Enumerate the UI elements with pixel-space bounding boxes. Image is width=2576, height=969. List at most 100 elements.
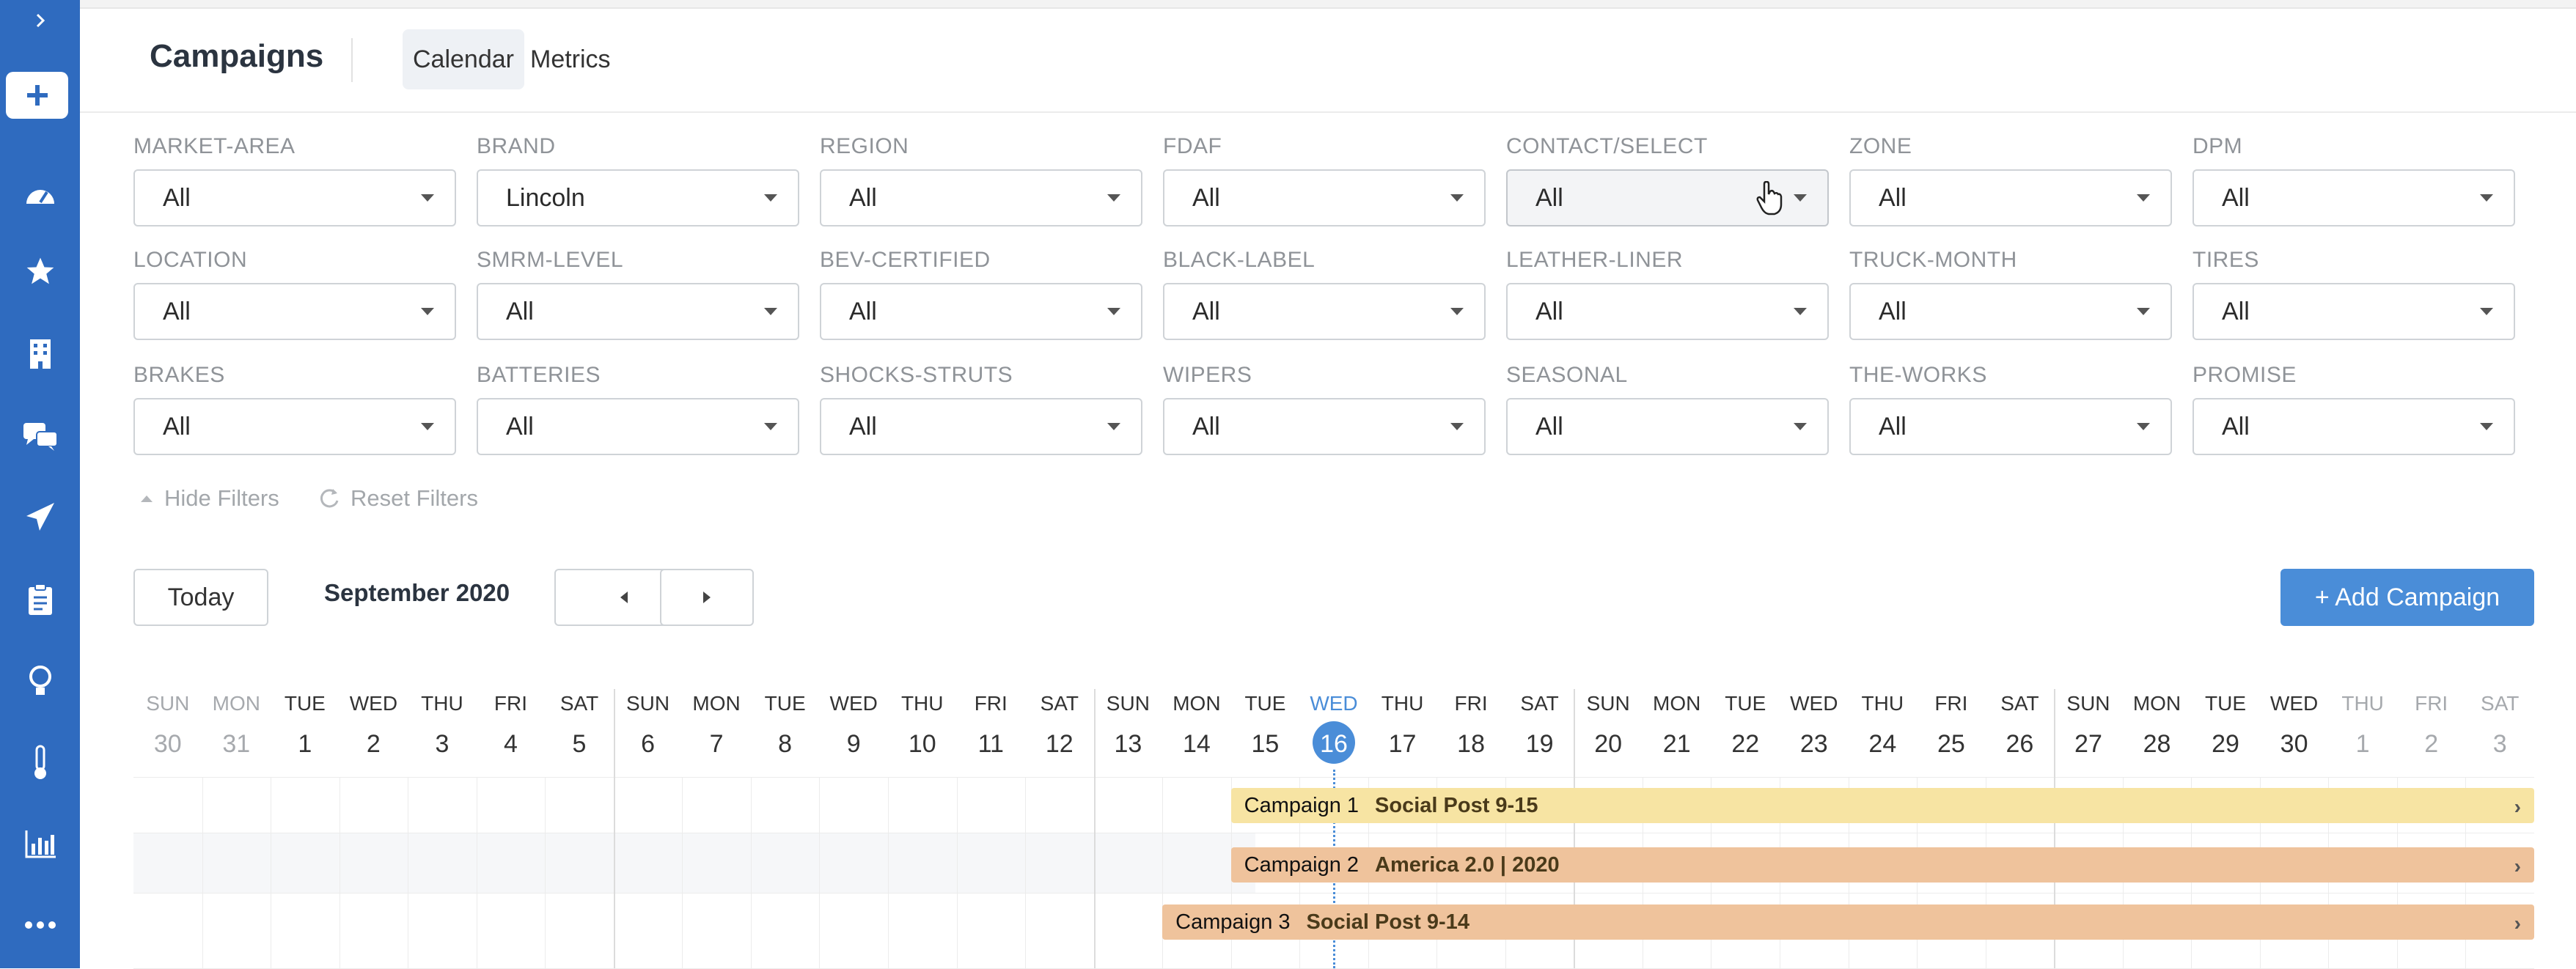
day-column[interactable]: TUE 22 bbox=[1711, 689, 1780, 968]
day-column[interactable]: SUN 20 bbox=[1574, 689, 1643, 968]
day-of-week: THU bbox=[900, 692, 944, 715]
day-column[interactable]: SAT 12 bbox=[1025, 689, 1094, 968]
dashboard-gauge-icon[interactable] bbox=[0, 165, 80, 224]
day-column[interactable]: TUE 1 bbox=[271, 689, 340, 968]
bar-chart-icon[interactable] bbox=[0, 815, 80, 874]
day-column[interactable]: WED 16 bbox=[1299, 689, 1368, 968]
thermometer-icon[interactable] bbox=[0, 733, 80, 792]
day-column[interactable]: SAT 19 bbox=[1505, 689, 1574, 968]
reset-filters-label: Reset Filters bbox=[351, 485, 478, 511]
day-column[interactable]: WED 30 bbox=[2260, 689, 2329, 968]
filter-select-black-label[interactable]: All bbox=[1163, 283, 1486, 340]
day-of-week: MON bbox=[1653, 692, 1701, 715]
week-divider bbox=[1574, 689, 1576, 968]
paper-plane-icon[interactable] bbox=[0, 487, 80, 546]
day-column[interactable]: THU 3 bbox=[408, 689, 477, 968]
filter-select-smrm-level[interactable]: All bbox=[477, 283, 799, 340]
reset-filters-button[interactable]: Reset Filters bbox=[317, 485, 478, 512]
tab-calendar[interactable]: Calendar bbox=[403, 29, 524, 89]
day-column[interactable]: MON 14 bbox=[1162, 689, 1231, 968]
today-button[interactable]: Today bbox=[133, 569, 268, 626]
filter-select-seasonal[interactable]: All bbox=[1506, 398, 1829, 455]
day-column[interactable]: TUE 29 bbox=[2191, 689, 2260, 968]
day-column[interactable]: FRI 18 bbox=[1436, 689, 1505, 968]
filter-select-wipers[interactable]: All bbox=[1163, 398, 1486, 455]
filter-value: All bbox=[2222, 184, 2250, 212]
day-column[interactable]: FRI 11 bbox=[957, 689, 1026, 968]
day-column[interactable]: FRI 2 bbox=[2397, 689, 2466, 968]
filter-select-leather-liner[interactable]: All bbox=[1506, 283, 1829, 340]
day-column[interactable]: SUN 6 bbox=[614, 689, 683, 968]
day-of-week: TUE bbox=[284, 692, 326, 715]
add-button[interactable] bbox=[6, 72, 68, 119]
day-number: 26 bbox=[2006, 730, 2034, 758]
day-number: 12 bbox=[1045, 730, 1074, 758]
day-column[interactable]: FRI 25 bbox=[1917, 689, 1986, 968]
lightbulb-icon[interactable] bbox=[0, 652, 80, 711]
day-column[interactable]: SUN 30 bbox=[133, 689, 202, 968]
hide-filters-button[interactable]: Hide Filters bbox=[139, 485, 279, 512]
filter-select-bev-certified[interactable]: All bbox=[820, 283, 1142, 340]
day-column[interactable]: TUE 15 bbox=[1231, 689, 1300, 968]
filter-select-location[interactable]: All bbox=[133, 283, 456, 340]
day-of-week: THU bbox=[1381, 692, 1424, 715]
filter-select-truck-month[interactable]: All bbox=[1849, 283, 2172, 340]
day-column[interactable]: THU 10 bbox=[888, 689, 957, 968]
day-column[interactable]: SAT 5 bbox=[545, 689, 614, 968]
filter-select-market-area[interactable]: All bbox=[133, 169, 456, 226]
filter-select-promise[interactable]: All bbox=[2192, 398, 2515, 455]
day-column[interactable]: FRI 4 bbox=[477, 689, 546, 968]
day-column[interactable]: TUE 8 bbox=[751, 689, 820, 968]
filter-select-brand[interactable]: Lincoln bbox=[477, 169, 799, 226]
filter-select-region[interactable]: All bbox=[820, 169, 1142, 226]
day-column[interactable]: SAT 26 bbox=[1986, 689, 2055, 968]
clipboard-icon[interactable] bbox=[0, 570, 80, 629]
day-column[interactable]: THU 1 bbox=[2328, 689, 2397, 968]
chevron-right-icon[interactable]: › bbox=[2514, 855, 2521, 877]
filter-select-shocks-struts[interactable]: All bbox=[820, 398, 1142, 455]
filter-value: All bbox=[1192, 184, 1220, 212]
day-column[interactable]: WED 9 bbox=[819, 689, 888, 968]
day-column[interactable]: SUN 27 bbox=[2054, 689, 2123, 968]
chevron-right-icon[interactable]: › bbox=[2514, 912, 2521, 935]
add-campaign-button[interactable]: + Add Campaign bbox=[2280, 569, 2534, 626]
building-icon[interactable] bbox=[0, 325, 80, 383]
filter-select-tires[interactable]: All bbox=[2192, 283, 2515, 340]
day-column[interactable]: MON 7 bbox=[682, 689, 751, 968]
tab-metrics[interactable]: Metrics bbox=[530, 45, 611, 73]
filter-select-fdaf[interactable]: All bbox=[1163, 169, 1486, 226]
day-column[interactable]: THU 17 bbox=[1368, 689, 1437, 968]
chevron-right-icon[interactable]: › bbox=[2514, 795, 2521, 818]
day-column[interactable]: THU 24 bbox=[1849, 689, 1918, 968]
hand-cursor-icon bbox=[1756, 181, 1783, 215]
day-of-week: SUN bbox=[626, 692, 670, 715]
campaign-bar[interactable]: Campaign 3 Social Post 9-14 › bbox=[1162, 904, 2534, 940]
filter-select-the-works[interactable]: All bbox=[1849, 398, 2172, 455]
day-of-week: SUN bbox=[2066, 692, 2110, 715]
day-column[interactable]: WED 23 bbox=[1780, 689, 1849, 968]
filter-select-batteries[interactable]: All bbox=[477, 398, 799, 455]
filter-select-dpm[interactable]: All bbox=[2192, 169, 2515, 226]
more-dots-icon[interactable] bbox=[0, 896, 80, 954]
caret-down-icon bbox=[1794, 308, 1807, 315]
filter-label-region: REGION bbox=[820, 134, 909, 158]
day-of-week: MON bbox=[1173, 692, 1221, 715]
day-column[interactable]: SUN 13 bbox=[1094, 689, 1163, 968]
filter-select-contact-select[interactable]: All bbox=[1506, 169, 1829, 226]
star-icon[interactable] bbox=[0, 242, 80, 301]
campaign-bar[interactable]: Campaign 2 America 2.0 | 2020 › bbox=[1230, 847, 2534, 883]
day-column[interactable]: WED 2 bbox=[340, 689, 408, 968]
day-column[interactable]: MON 28 bbox=[2123, 689, 2192, 968]
next-month-button[interactable] bbox=[660, 569, 754, 626]
day-column[interactable]: SAT 3 bbox=[2465, 689, 2534, 968]
campaign-bar[interactable]: Campaign 1 Social Post 9-15 › bbox=[1230, 788, 2534, 823]
filter-value: All bbox=[1535, 413, 1563, 441]
filter-label-the-works: THE-WORKS bbox=[1849, 363, 1987, 387]
chat-icon[interactable] bbox=[0, 407, 80, 465]
day-of-week: WED bbox=[1790, 692, 1838, 715]
day-column[interactable]: MON 31 bbox=[202, 689, 271, 968]
day-column[interactable]: MON 21 bbox=[1643, 689, 1711, 968]
filter-select-zone[interactable]: All bbox=[1849, 169, 2172, 226]
filter-select-brakes[interactable]: All bbox=[133, 398, 456, 455]
chevron-right-icon[interactable] bbox=[0, 6, 80, 35]
